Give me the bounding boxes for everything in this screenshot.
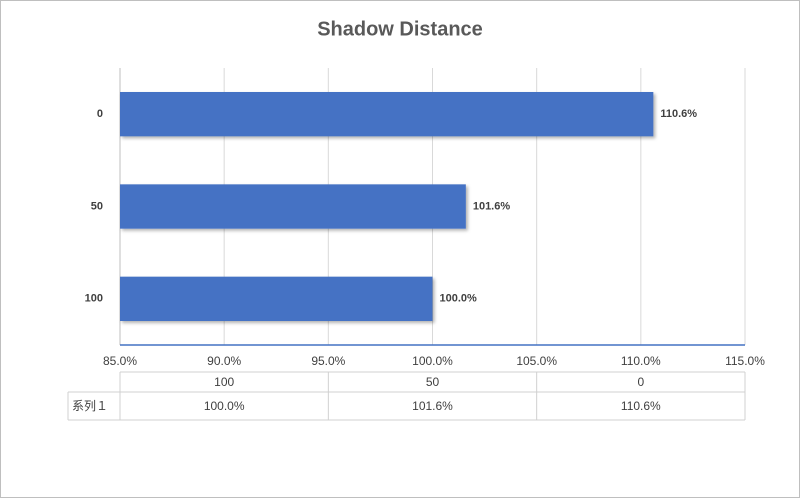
x-tick-label: 95.0%	[311, 354, 345, 368]
x-tick-label: 115.0%	[725, 354, 765, 368]
table-header: 100	[214, 375, 234, 389]
bar	[120, 184, 466, 229]
table-cell: 101.6%	[412, 399, 453, 413]
bar	[120, 276, 433, 321]
x-tick-label: 100.0%	[412, 354, 453, 368]
x-tick-label: 85.0%	[103, 354, 137, 368]
table-series-name: 系列１	[72, 399, 108, 413]
x-tick-label: 90.0%	[207, 354, 241, 368]
data-label: 101.6%	[473, 200, 511, 212]
y-tick-label: 0	[97, 108, 103, 120]
data-label: 110.6%	[660, 108, 697, 120]
table-cell: 110.6%	[621, 399, 661, 413]
y-tick-label: 100	[85, 293, 103, 305]
x-tick-label: 110.0%	[621, 354, 661, 368]
table-header: 50	[426, 375, 440, 389]
table-cell: 100.0%	[204, 399, 245, 413]
y-tick-label: 50	[91, 200, 103, 212]
table-header: 0	[637, 375, 644, 389]
chart-title: Shadow Distance	[317, 18, 483, 40]
x-tick-label: 105.0%	[516, 354, 557, 368]
data-label: 100.0%	[440, 293, 478, 305]
bar	[120, 92, 654, 137]
